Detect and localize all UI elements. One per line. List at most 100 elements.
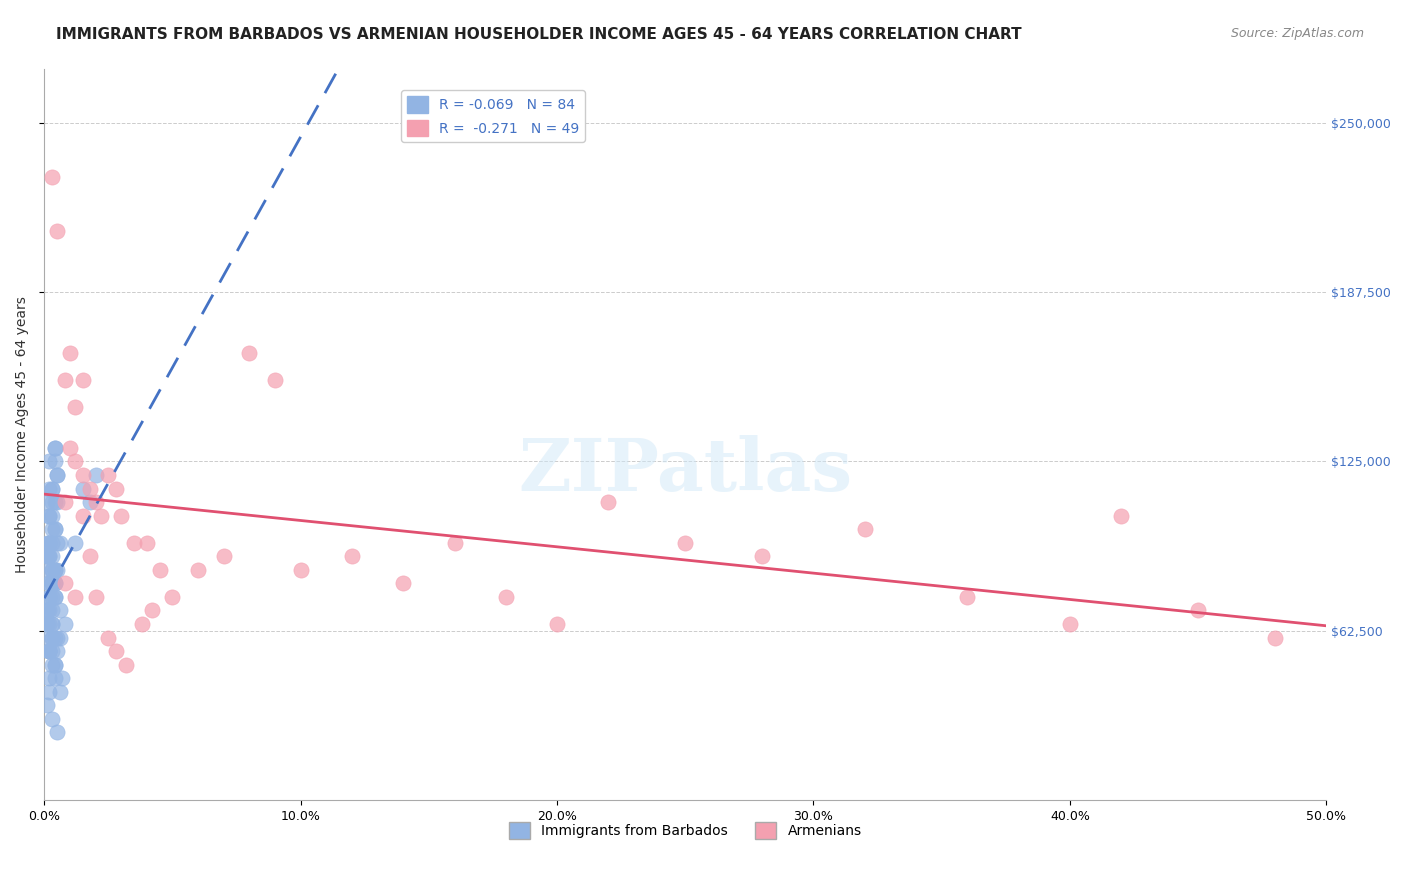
Point (35, 549, 58, 564)
Point (44, 441, 66, 455)
Point (72, 482, 94, 496)
Point (956, 590, 979, 604)
Point (48, 631, 70, 645)
Point (44, 563, 66, 577)
Point (149, 563, 172, 577)
Point (41, 657, 63, 672)
Point (1109, 508, 1132, 523)
Point (44, 671, 66, 685)
Point (41, 482, 63, 496)
Point (44, 495, 66, 509)
Point (38, 685, 60, 699)
Point (41, 535, 63, 549)
Point (212, 549, 235, 564)
Point (340, 549, 363, 564)
Point (38, 603, 60, 617)
Point (38, 549, 60, 564)
Text: Source: ZipAtlas.com: Source: ZipAtlas.com (1230, 27, 1364, 40)
Point (63, 535, 86, 549)
Y-axis label: Householder Income Ages 45 - 64 years: Householder Income Ages 45 - 64 years (15, 296, 30, 573)
Point (63, 401, 86, 415)
Point (41, 712, 63, 726)
Point (38, 454, 60, 468)
Point (97, 631, 120, 645)
Point (53, 495, 76, 509)
Point (44, 522, 66, 536)
Point (853, 522, 876, 536)
Point (46, 644, 69, 658)
Text: IMMIGRANTS FROM BARBADOS VS ARMENIAN HOUSEHOLDER INCOME AGES 45 - 64 YEARS CORRE: IMMIGRANTS FROM BARBADOS VS ARMENIAN HOU… (56, 27, 1022, 42)
Point (44, 657, 66, 672)
Point (46, 631, 69, 645)
Point (84, 468, 107, 483)
Point (38, 671, 60, 685)
Point (41, 631, 63, 645)
Point (48, 603, 70, 617)
Point (90, 508, 112, 523)
Point (44, 576, 66, 591)
Point (35, 549, 58, 564)
Point (44, 657, 66, 672)
Point (443, 535, 465, 549)
Point (41, 482, 63, 496)
Point (38, 644, 60, 658)
Point (135, 535, 157, 549)
Point (41, 522, 63, 536)
Point (38, 631, 60, 645)
Point (46, 535, 69, 549)
Legend: Immigrants from Barbados, Armenians: Immigrants from Barbados, Armenians (503, 816, 868, 845)
Point (46, 468, 69, 483)
Point (97, 468, 120, 483)
Point (38, 617, 60, 632)
Point (546, 617, 568, 632)
Point (59, 441, 82, 455)
Point (53, 576, 76, 591)
Point (238, 346, 260, 360)
Point (46, 563, 69, 577)
Point (187, 563, 209, 577)
Point (53, 373, 76, 387)
Point (63, 454, 86, 468)
Point (46, 725, 69, 739)
Point (41, 617, 63, 632)
Point (41, 576, 63, 591)
Point (41, 563, 63, 577)
Point (44, 576, 66, 591)
Point (41, 563, 63, 577)
Point (53, 617, 76, 632)
Point (122, 535, 145, 549)
Point (46, 495, 69, 509)
Point (44, 590, 66, 604)
Point (44, 441, 66, 455)
Point (41, 549, 63, 564)
Point (38, 482, 60, 496)
Point (673, 535, 696, 549)
Point (1187, 603, 1209, 617)
Point (264, 373, 287, 387)
Point (44, 563, 66, 577)
Point (495, 590, 517, 604)
Point (44, 454, 66, 468)
Point (72, 373, 94, 387)
Point (84, 495, 107, 509)
Point (41, 495, 63, 509)
Point (41, 590, 63, 604)
Point (751, 549, 773, 564)
Point (44, 631, 66, 645)
Point (35, 617, 58, 632)
Point (38, 644, 60, 658)
Point (598, 495, 620, 509)
Point (38, 576, 60, 591)
Point (35, 603, 58, 617)
Point (63, 590, 86, 604)
Text: ZIPatlas: ZIPatlas (519, 435, 852, 507)
Point (41, 603, 63, 617)
Point (392, 576, 415, 591)
Point (1264, 631, 1286, 645)
Point (35, 535, 58, 549)
Point (162, 590, 184, 604)
Point (79, 549, 101, 564)
Point (44, 522, 66, 536)
Point (48, 535, 70, 549)
Point (38, 508, 60, 523)
